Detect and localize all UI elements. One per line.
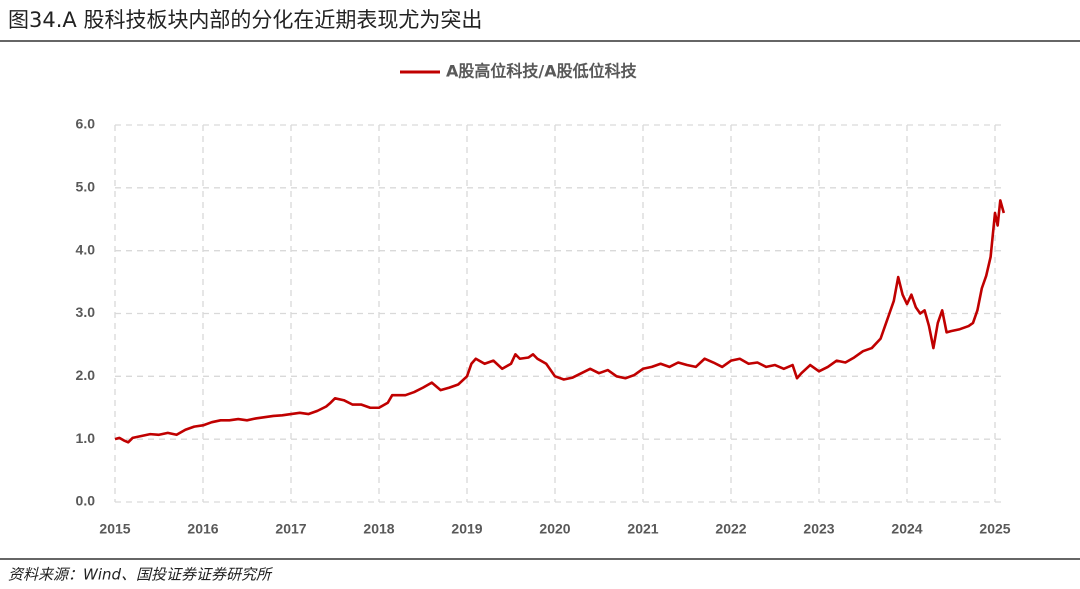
x-tick-label: 2021 (627, 521, 658, 537)
x-tick-label: 2022 (715, 521, 746, 537)
y-tick-label: 6.0 (76, 116, 96, 132)
x-tick-label: 2017 (275, 521, 306, 537)
x-tick-label: 2016 (187, 521, 218, 537)
y-tick-label: 1.0 (76, 430, 96, 446)
x-tick-label: 2020 (539, 521, 570, 537)
data-line (114, 199, 1006, 444)
y-tick-label: 2.0 (76, 367, 96, 383)
x-tick-label: 2019 (451, 521, 482, 537)
y-tick-label: 3.0 (76, 304, 96, 320)
x-tick-label: 2023 (803, 521, 834, 537)
y-tick-label: 0.0 (76, 493, 96, 509)
x-tick-label: 2015 (99, 521, 130, 537)
y-tick-label: 5.0 (76, 179, 96, 195)
chart-title: 图34.A 股科技板块内部的分化在近期表现尤为突出 (8, 8, 482, 32)
source-note: 资料来源：Wind、国投证券证券研究所 (8, 566, 273, 584)
x-tick-label: 2018 (363, 521, 394, 537)
legend-label: A股高位科技/A股低位科技 (446, 62, 638, 81)
y-tick-label: 4.0 (76, 241, 96, 257)
x-tick-label: 2025 (979, 521, 1010, 537)
x-tick-label: 2024 (891, 521, 922, 537)
